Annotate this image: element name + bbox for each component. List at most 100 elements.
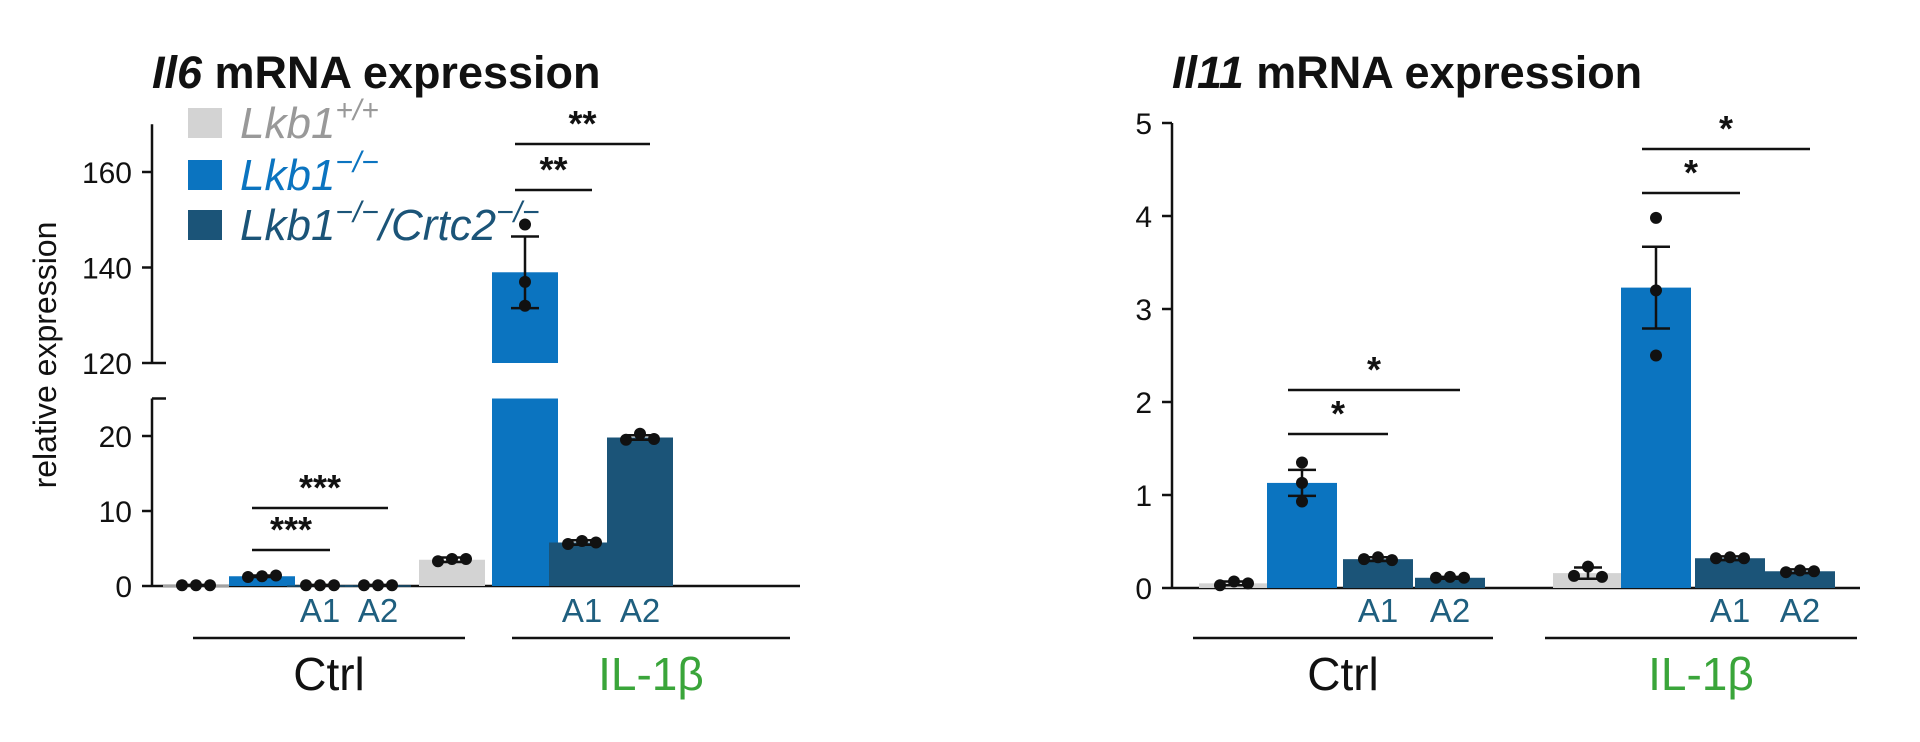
group-label: Ctrl: [293, 648, 365, 700]
data-point: [1650, 349, 1662, 362]
bar-sublabel: A2: [1430, 592, 1470, 629]
data-point: [519, 218, 531, 231]
legend-superscript: −/−: [335, 146, 378, 179]
data-point: [1386, 554, 1398, 567]
y-tick-label: 2: [1135, 387, 1152, 420]
legend-superscript: −/−: [496, 196, 539, 229]
significance-label: *: [1719, 108, 1733, 149]
significance-label: **: [568, 103, 596, 144]
data-point: [1596, 570, 1608, 583]
legend-name: Lkb1: [240, 151, 335, 200]
data-point: [1710, 552, 1722, 565]
data-point: [1808, 565, 1820, 578]
data-point: [270, 569, 282, 582]
data-point: [1794, 564, 1806, 577]
y-tick-label: 140: [82, 253, 132, 286]
significance-label: *: [1684, 152, 1698, 193]
y-tick-label: 4: [1135, 201, 1152, 234]
data-point: [1430, 571, 1442, 584]
significance-label: ***: [299, 467, 341, 508]
y-tick-label: 1: [1135, 480, 1152, 513]
y-axis-label: relative expression: [27, 222, 63, 489]
chart-title-il6: Il6 mRNA expression: [152, 47, 601, 98]
significance-label: *: [1367, 349, 1381, 390]
title-rest: mRNA expression: [202, 47, 600, 98]
legend-superscript: −/−: [335, 196, 378, 229]
y-tick-label: 120: [82, 348, 132, 381]
bar-sublabel: A2: [358, 592, 398, 629]
data-point: [1458, 571, 1470, 584]
data-point: [1228, 575, 1240, 588]
data-point: [1214, 579, 1226, 592]
data-point: [1738, 552, 1750, 565]
group-label: IL-1β: [1648, 648, 1754, 700]
significance-label: **: [539, 149, 567, 190]
y-tick-label: 5: [1135, 108, 1152, 141]
data-point: [256, 570, 268, 583]
legend-label: Lkb1−/−/Crtc2−/−: [240, 196, 540, 250]
data-point: [1296, 476, 1308, 489]
y-tick-label: 3: [1135, 294, 1152, 327]
data-point: [1242, 577, 1254, 590]
data-point: [386, 579, 398, 592]
bar: [1343, 559, 1413, 588]
data-point: [446, 553, 458, 565]
y-tick-label: 0: [115, 571, 132, 604]
group-label: IL-1β: [598, 648, 704, 700]
data-point: [590, 536, 602, 549]
data-point: [576, 535, 588, 547]
data-point: [460, 553, 472, 565]
data-point: [1296, 456, 1308, 469]
data-point: [190, 579, 202, 592]
legend-superscript: +/+: [335, 94, 378, 127]
y-tick-label: 20: [99, 421, 132, 454]
data-point: [1724, 551, 1736, 564]
legend-label: Lkb1+/+: [240, 94, 379, 148]
y-tick-label: 0: [1135, 573, 1152, 606]
plot-il11: 0 1 2 3 4 5 A1 A2 A1 A2 * * * * Ctrl IL-1β: [1135, 108, 1860, 700]
data-point: [1444, 570, 1456, 583]
legend-name: Lkb1: [240, 201, 335, 250]
title-gene: Il6: [152, 47, 203, 98]
data-point: [648, 433, 660, 445]
data-point: [1582, 560, 1594, 573]
data-point: [358, 579, 370, 592]
y-tick-label: 10: [99, 496, 132, 529]
bar: [1415, 577, 1485, 588]
bar: [1621, 287, 1691, 588]
legend-swatch: [188, 160, 222, 190]
legend: Lkb1+/+Lkb1−/−Lkb1−/−/Crtc2−/−: [188, 94, 540, 250]
bar: [607, 437, 673, 586]
data-point: [372, 579, 384, 592]
bar: [549, 542, 615, 586]
significance-label: *: [1331, 393, 1345, 434]
data-point: [1358, 553, 1370, 566]
title-rest: mRNA expression: [1244, 47, 1642, 98]
data-point: [432, 555, 444, 568]
data-point: [1296, 495, 1308, 508]
data-point: [300, 579, 312, 592]
data-point: [1372, 551, 1384, 564]
bar-lower-segment: [492, 398, 558, 586]
chart-title-il11: Il11 mRNA expression: [1172, 47, 1642, 98]
legend-swatch: [188, 210, 222, 240]
data-point: [1780, 566, 1792, 579]
legend-name: Lkb1: [240, 99, 335, 148]
legend-suffix: /Crtc2: [376, 201, 496, 250]
bar-sublabel: A1: [300, 592, 340, 629]
group-label: Ctrl: [1307, 648, 1379, 700]
data-point: [242, 571, 254, 583]
significance-label: ***: [270, 509, 312, 550]
data-point: [620, 433, 632, 446]
y-tick-label: 160: [82, 157, 132, 190]
title-gene: Il11: [1172, 47, 1244, 98]
data-point: [314, 579, 326, 592]
data-point: [634, 427, 646, 440]
data-point: [1650, 211, 1662, 224]
data-point: [519, 275, 531, 288]
data-point: [1568, 569, 1580, 582]
data-point: [204, 579, 216, 592]
data-point: [562, 538, 574, 550]
